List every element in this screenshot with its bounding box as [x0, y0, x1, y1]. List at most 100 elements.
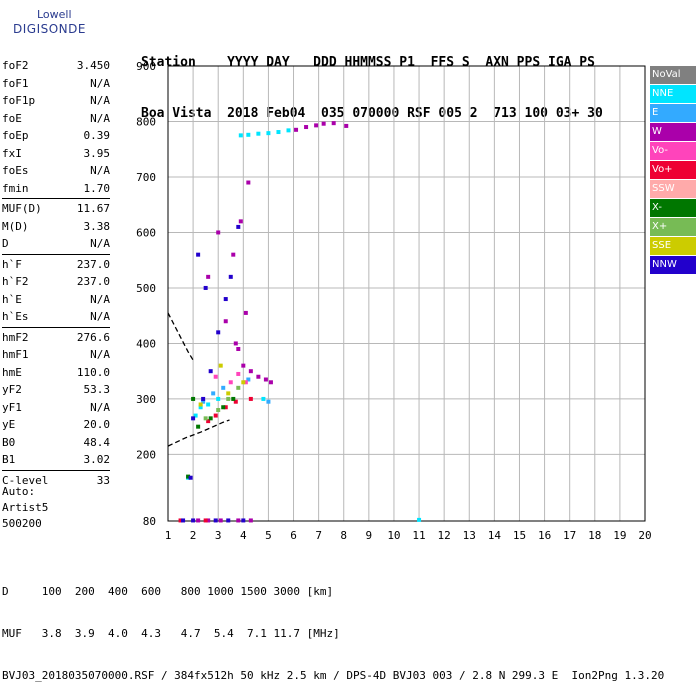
param-value: 33 [96, 473, 110, 487]
data-point-vo+ [206, 419, 211, 424]
data-point-vo+ [233, 399, 238, 404]
param-value: 20.0 [83, 418, 111, 431]
data-point-nne [256, 131, 261, 136]
logo-digisonde-text: DIGISONDE [13, 22, 86, 36]
data-point-w [236, 346, 241, 351]
data-point-nne [276, 130, 281, 135]
data-point-w [263, 377, 268, 382]
logo-lowell-text: Lowell [37, 8, 72, 21]
param-value: 3.38 [83, 219, 111, 233]
x-tick-label: 1 [165, 529, 172, 542]
x-tick-label: 13 [463, 529, 476, 542]
data-point-nnw [208, 369, 213, 374]
data-point-w [241, 363, 246, 368]
legend-item: NoVal [650, 66, 696, 84]
param-name: foEp [2, 129, 29, 142]
data-point-w [268, 380, 273, 385]
auto-label: Auto: [2, 485, 36, 498]
data-point-nne [238, 133, 243, 138]
data-point-sse [226, 391, 231, 396]
data-point-nnw [203, 285, 208, 290]
data-point-vo- [243, 380, 248, 385]
x-tick-label: 11 [412, 529, 425, 542]
param-value: 237.0 [76, 257, 110, 271]
param-name: yF2 [2, 383, 22, 396]
param-value: N/A [90, 348, 110, 361]
param-value: 48.4 [83, 435, 111, 449]
data-point-w [248, 369, 253, 374]
x-tick-label: 15 [513, 529, 526, 542]
data-point-nne [417, 517, 422, 522]
legend-item: NNE [650, 85, 696, 103]
legend-item: X- [650, 199, 696, 217]
y-tick-label: 600 [136, 226, 156, 239]
y-tick-label: 200 [136, 448, 156, 461]
data-point-w [206, 274, 211, 279]
param-value: N/A [90, 76, 110, 90]
param-name: C-level [2, 473, 49, 487]
y-tick-label: 700 [136, 171, 156, 184]
x-tick-label: 20 [638, 529, 651, 542]
param-row: yF1 N/A [2, 399, 110, 417]
x-tick-label: 6 [290, 529, 297, 542]
data-point-nnw [191, 416, 196, 421]
x-tick-label: 4 [240, 529, 247, 542]
data-point-w [196, 518, 201, 523]
param-row: MUF(D) 11.67 [2, 200, 110, 218]
x-tick-label: 19 [613, 529, 626, 542]
data-point-e [266, 399, 271, 404]
y-tick-label: 400 [136, 337, 156, 350]
data-point-x- [196, 424, 201, 429]
data-point-nne [266, 131, 271, 136]
param-row: h`Es N/A [2, 308, 110, 326]
data-point-x+ [236, 385, 241, 390]
data-point-sse [198, 402, 203, 407]
y-tick-label: 900 [136, 60, 156, 73]
y-tick-label: 800 [136, 115, 156, 128]
param-divider [2, 253, 110, 255]
x-tick-label: 2 [190, 529, 197, 542]
param-value: N/A [90, 237, 110, 250]
param-value: 1.70 [83, 181, 111, 195]
x-tick-label: 7 [315, 529, 322, 542]
legend-item: SSW [650, 180, 696, 198]
data-point-nne [286, 128, 291, 133]
param-value: 3.450 [76, 59, 110, 72]
param-row: h`E N/A [2, 291, 110, 309]
auto-version: 500200 [2, 517, 42, 530]
polarization-legend: NoVal NNE E W Vo- Vo+ SSW X- X+ SSE NNW [650, 66, 696, 275]
data-point-w [331, 121, 336, 126]
data-point-nne [206, 402, 211, 407]
param-row: foEs N/A [2, 162, 110, 180]
param-value: 3.95 [83, 146, 111, 160]
param-name: h`Es [2, 310, 29, 323]
virtual-height-trace [167, 419, 230, 447]
data-point-vo- [213, 374, 218, 379]
param-name: hmE [2, 365, 22, 379]
legend-item: W [650, 123, 696, 141]
data-point-x- [208, 416, 213, 421]
param-value: N/A [90, 400, 110, 414]
param-name: D [2, 237, 9, 250]
param-name: foF1 [2, 76, 29, 90]
x-tick-label: 18 [588, 529, 601, 542]
y-tick-label: 500 [136, 282, 156, 295]
data-point-nnw [188, 475, 193, 480]
param-row: foF1 N/A [2, 75, 110, 93]
data-point-nnw [226, 518, 231, 523]
data-point-e [201, 399, 206, 404]
x-tick-label: 17 [563, 529, 576, 542]
data-point-x+ [203, 416, 208, 421]
ionogram-chart: 1 2 3 4 5 6 7 8 9 10 11 12 13 14 15 16 17 18 19 20802003004… [136, 60, 652, 542]
param-value: N/A [90, 111, 110, 125]
distance-row: D 100 200 400 600 800 1000 1500 3000 [km… [2, 585, 334, 598]
param-name: foF1p [2, 94, 36, 107]
footer-info: BVJ03_2018035070000.RSF / 384fx512h 50 k… [2, 669, 665, 682]
param-name: yF1 [2, 400, 22, 414]
param-name: h`F2 [2, 275, 29, 288]
data-point-x+ [226, 396, 231, 401]
param-name: B0 [2, 435, 16, 449]
x-tick-label: 3 [215, 529, 222, 542]
y-tick-label: 300 [136, 393, 156, 406]
param-name: yE [2, 418, 16, 431]
